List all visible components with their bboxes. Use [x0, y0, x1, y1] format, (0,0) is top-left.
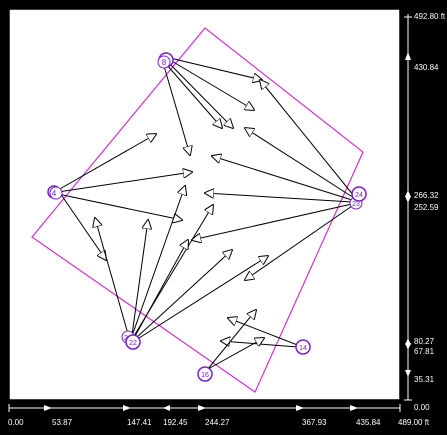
- flow-arrow[interactable]: [135, 250, 232, 339]
- flow-arrow[interactable]: [57, 193, 182, 220]
- flow-arrow[interactable]: [59, 192, 106, 260]
- node-4-label: 4: [52, 189, 57, 198]
- ruler-bottom-label-5: 367.93: [302, 418, 327, 427]
- ruler-bottom-label-1: 53.87: [52, 418, 73, 427]
- flow-arrow[interactable]: [133, 240, 188, 339]
- ruler-right-label-7: 0.00: [414, 403, 430, 412]
- flow-arrow[interactable]: [165, 63, 222, 128]
- ruler-right-label-2: 266.32: [414, 191, 439, 200]
- node-23-label: 23: [352, 201, 360, 208]
- node-8[interactable]: 8: [157, 52, 174, 69]
- bottom-ruler-labels: 0.00 53.87 147.41 192.45 244.27 367.93 4…: [8, 418, 430, 427]
- ruler-bottom-label-0: 0.00: [8, 418, 24, 427]
- flow-arrow[interactable]: [169, 59, 254, 110]
- node-22-label: 22: [129, 340, 137, 347]
- node-16[interactable]: 16: [197, 366, 213, 382]
- flow-arrow[interactable]: [57, 134, 156, 191]
- node-14[interactable]: 14: [295, 339, 311, 355]
- flow-arrow[interactable]: [245, 205, 353, 280]
- right-ruler-labels: 492.80 ft 430.84 266.32 252.59 80.27 67.…: [414, 12, 446, 412]
- ruler-bottom-label-6: 435.84: [356, 418, 381, 427]
- flow-arrow[interactable]: [135, 256, 268, 341]
- ruler-right-label-3: 252.59: [414, 203, 439, 212]
- right-ruler: [404, 14, 412, 401]
- flow-arrow[interactable]: [169, 57, 262, 80]
- node-14-label: 14: [299, 345, 307, 352]
- node-8-label: 8: [162, 58, 167, 67]
- node-22[interactable]: 2 22: [121, 330, 141, 350]
- node-24-label: 24: [355, 192, 363, 199]
- ruler-bottom-label-3: 192.45: [163, 418, 188, 427]
- ruler-right-label-5: 67.81: [414, 347, 435, 356]
- flow-arrow[interactable]: [95, 218, 129, 335]
- flow-arrow[interactable]: [207, 338, 264, 370]
- site-boundary: [31, 27, 364, 393]
- ruler-bottom-label-7: 489.00 ft: [398, 418, 430, 427]
- flow-arrow[interactable]: [167, 61, 233, 128]
- ruler-bottom-label-2: 147.41: [127, 418, 152, 427]
- flow-arrow[interactable]: [192, 203, 353, 240]
- flow-arrow[interactable]: [131, 186, 185, 337]
- flow-arrow[interactable]: [212, 156, 353, 201]
- node-24[interactable]: 23 24: [349, 186, 367, 210]
- node-16-label: 16: [201, 372, 209, 379]
- node-2-label: 2: [124, 335, 128, 342]
- flow-arrow[interactable]: [228, 318, 301, 347]
- flow-arrow[interactable]: [245, 128, 355, 199]
- flow-arrow[interactable]: [260, 80, 355, 197]
- ruler-right-label-1: 430.84: [414, 63, 439, 72]
- ruler-right-label-4: 80.27: [414, 337, 435, 346]
- ruler-right-label-0: 492.80 ft: [414, 12, 446, 21]
- flow-arrow[interactable]: [206, 310, 256, 371]
- bottom-ruler: [8, 404, 401, 412]
- flow-arrow[interactable]: [57, 172, 192, 193]
- flow-arrows: [57, 57, 355, 371]
- ruler-bottom-label-4: 244.27: [205, 418, 230, 427]
- flow-arrow[interactable]: [163, 65, 190, 155]
- ruler-right-label-6: 35.31: [414, 375, 435, 384]
- node-4[interactable]: 4: [47, 185, 63, 200]
- flow-arrow[interactable]: [205, 193, 353, 203]
- flow-arrow[interactable]: [131, 220, 148, 336]
